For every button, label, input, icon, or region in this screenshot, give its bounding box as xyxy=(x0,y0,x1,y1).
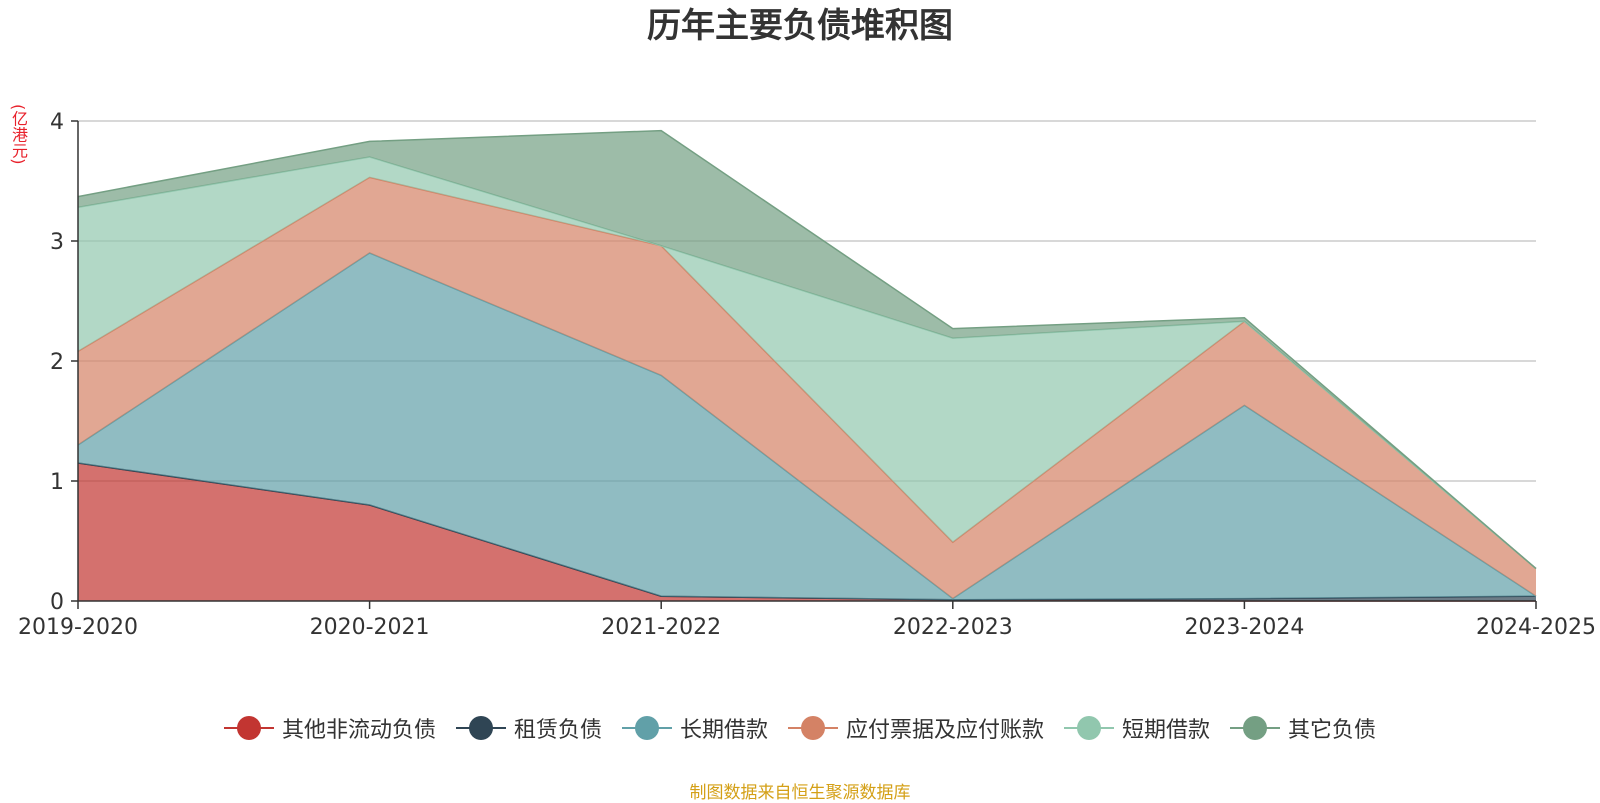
area-series xyxy=(78,177,1536,599)
x-tick-label: 2021-2022 xyxy=(601,615,721,640)
legend-item[interactable]: 其他非流动负债 xyxy=(223,712,436,744)
legend-item[interactable]: 长期借款 xyxy=(621,712,768,744)
legend-label: 长期借款 xyxy=(679,718,768,743)
x-tick-label: 2024-2025 xyxy=(1476,615,1596,640)
legend-marker-icon xyxy=(788,715,838,741)
legend-item[interactable]: 短期借款 xyxy=(1064,712,1210,744)
y-tick-label: 1 xyxy=(50,470,64,495)
area-series xyxy=(78,130,1536,569)
legend-label: 短期借款 xyxy=(1122,718,1211,743)
legend-label: 其他非流动负债 xyxy=(281,718,436,743)
area-series xyxy=(78,463,1536,601)
area-series xyxy=(78,253,1536,600)
legend-marker-icon xyxy=(1064,715,1115,741)
series-line xyxy=(77,129,1537,570)
x-tick-label: 2022-2023 xyxy=(893,615,1013,640)
legend-item[interactable]: 应付票据及应付账款 xyxy=(788,712,1044,744)
chart-legend: 其他非流动负债 租赁负债 长期借款 应付票据及应付账款 短期借款 其它负债 xyxy=(0,712,1600,744)
legend-item[interactable]: 其它负债 xyxy=(1230,712,1376,744)
x-tick-label: 2019-2020 xyxy=(18,615,138,640)
legend-marker-icon xyxy=(1230,715,1281,741)
legend-marker-icon xyxy=(455,715,506,741)
legend-marker-icon xyxy=(223,715,274,741)
legend-label: 应付票据及应付账款 xyxy=(846,718,1045,743)
x-tick-label: 2020-2021 xyxy=(310,615,430,640)
legend-label: 租赁负债 xyxy=(513,718,602,743)
y-tick-label: 0 xyxy=(50,590,64,615)
axes: 0 1 2 3 4 2019-2020 2020-2021 2021-2022 2022-202… xyxy=(18,110,1596,640)
y-tick-label: 2 xyxy=(50,350,64,375)
legend-label: 其它负债 xyxy=(1288,718,1377,743)
x-tick-label: 2023-2024 xyxy=(1184,615,1304,640)
area-series xyxy=(78,157,1536,569)
y-tick-label: 3 xyxy=(50,230,64,255)
legend-marker-icon xyxy=(621,715,672,741)
stacked-areas xyxy=(77,129,1537,602)
y-axis-unit-label: (亿港元) xyxy=(9,104,28,165)
data-source-note: 制图数据来自恒生聚源数据库 xyxy=(689,783,911,803)
chart-plot-area: 0 1 2 3 4 2019-2020 2020-2021 2021-2022 2022-202… xyxy=(18,110,1596,640)
y-tick-label: 4 xyxy=(50,110,64,135)
chart-title: 历年主要负债堆积图 xyxy=(647,6,953,46)
legend-item[interactable]: 租赁负债 xyxy=(455,712,602,744)
